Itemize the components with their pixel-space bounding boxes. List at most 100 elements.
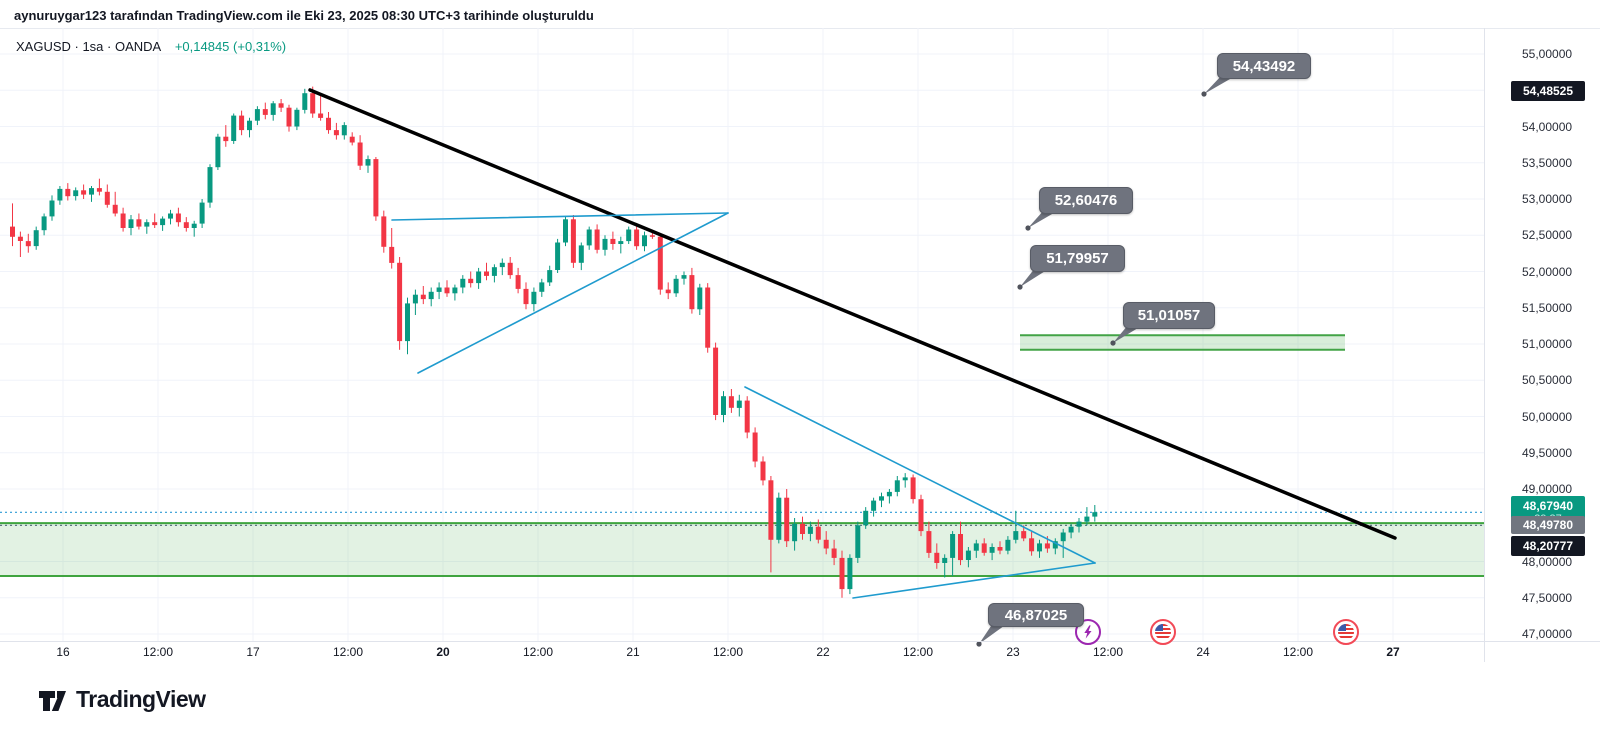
candle-body (207, 167, 213, 203)
candle-body (784, 497, 790, 542)
price-callout: 51,01057 (1123, 302, 1215, 329)
candle-body (934, 552, 940, 563)
price-axis-label: 54,00000 (1522, 119, 1573, 134)
candle-body (634, 229, 640, 247)
candle-body (191, 223, 197, 228)
candle-body (333, 130, 339, 136)
candle-body (452, 287, 458, 294)
price-callout: 52,60476 (1039, 187, 1133, 214)
candle-body (357, 142, 363, 166)
candle-body (705, 287, 711, 348)
candle-body (602, 238, 608, 250)
price-axis-label: 53,50000 (1522, 155, 1573, 170)
candle-body (412, 294, 418, 304)
candle-body (254, 109, 260, 121)
time-axis-label: 12:00 (1282, 645, 1314, 659)
callout-anchor-dot (1110, 340, 1116, 346)
candle-body (1052, 541, 1058, 549)
lightning-bolt-icon (1084, 625, 1092, 639)
candle-body (744, 400, 750, 433)
candle-body (815, 526, 821, 540)
candle-body (223, 136, 229, 142)
economic-event-us-flag-icon[interactable] (1150, 619, 1176, 645)
descending-trendline (308, 88, 1397, 540)
candle-body (199, 202, 205, 224)
candle-body (839, 557, 845, 590)
candle-body (89, 188, 94, 195)
candle-body (96, 188, 102, 192)
price-level-badge: 48,49780 (1511, 516, 1585, 535)
candle-body (507, 262, 513, 276)
triangle-2-lower (852, 562, 1096, 599)
candle-body (649, 235, 655, 237)
candle-body (262, 109, 268, 115)
time-axis-label: 20 (436, 645, 450, 659)
candle-body (231, 115, 237, 141)
candle-body (484, 271, 489, 276)
candle-body (247, 120, 252, 131)
price-change: +0,14845 (+0,31%) (174, 39, 287, 54)
candle-body (626, 229, 632, 242)
candle-body (1005, 539, 1011, 551)
candle-body (792, 523, 798, 542)
candle-body (721, 396, 726, 415)
candle-body (183, 222, 189, 228)
candle-body (397, 262, 403, 342)
candle-body (65, 188, 71, 197)
callout-anchor-dot (1017, 284, 1023, 290)
badge-price: 48,49780 (1522, 518, 1574, 533)
candle-body (752, 432, 758, 462)
candle-body (823, 539, 829, 549)
callout-tail (1028, 210, 1059, 228)
chart-top-border (0, 28, 1600, 29)
candle-body (286, 107, 292, 127)
triangle-2-upper (744, 386, 1096, 564)
resistance-box-51 (1020, 335, 1345, 350)
candle-body (1076, 521, 1082, 527)
price-axis-label: 49,00000 (1522, 482, 1573, 496)
candle-body (563, 219, 568, 243)
time-axis-label: 24 (1196, 645, 1210, 659)
candle-body (594, 229, 600, 250)
symbol-title[interactable]: XAGUSD · 1sa · OANDA (16, 39, 162, 54)
candle-body (73, 190, 79, 197)
candle-body (768, 480, 774, 540)
time-axis-border (0, 641, 1600, 642)
candle-body (831, 548, 837, 558)
callout-tail (979, 623, 1008, 644)
candle-body (270, 103, 276, 115)
candle-body (910, 477, 916, 500)
price-axis-label: 50,00000 (1522, 409, 1573, 424)
chart-legend[interactable]: XAGUSD · 1sa · OANDA +0,14845 (+0,31%) (16, 39, 286, 54)
economic-event-us-flag-icon[interactable] (1333, 619, 1359, 645)
price-callout: 46,87025 (988, 603, 1084, 627)
candle-body (958, 534, 963, 561)
candle-body (112, 204, 118, 214)
price-axis-border (1484, 28, 1485, 662)
candle-body (879, 496, 884, 501)
candle-body (215, 136, 221, 168)
candle-body (499, 262, 505, 268)
badge-price: 48,67940 (1522, 499, 1574, 514)
candle-body (120, 213, 126, 228)
candle-body (104, 191, 110, 205)
candle-body (81, 190, 87, 195)
attribution-text: aynuruygar123 tarafından TradingView.com… (14, 8, 594, 23)
candle-body (17, 236, 23, 241)
candle-body (1092, 512, 1098, 517)
us-flag (1155, 624, 1171, 640)
candle-body (168, 213, 173, 219)
candle-body (736, 400, 742, 408)
candle-body (1021, 531, 1027, 539)
candle-body (776, 497, 782, 540)
tradingview-logo-link[interactable]: TradingView (38, 686, 206, 713)
candle-body (128, 219, 134, 228)
us-flag (1338, 624, 1354, 640)
support-band (0, 523, 1484, 576)
price-callout: 54,43492 (1217, 53, 1311, 79)
candle-body (586, 229, 592, 246)
candle-body (642, 235, 647, 247)
candle-body (657, 236, 663, 290)
candle-body (381, 216, 387, 247)
candle-body (33, 230, 39, 247)
